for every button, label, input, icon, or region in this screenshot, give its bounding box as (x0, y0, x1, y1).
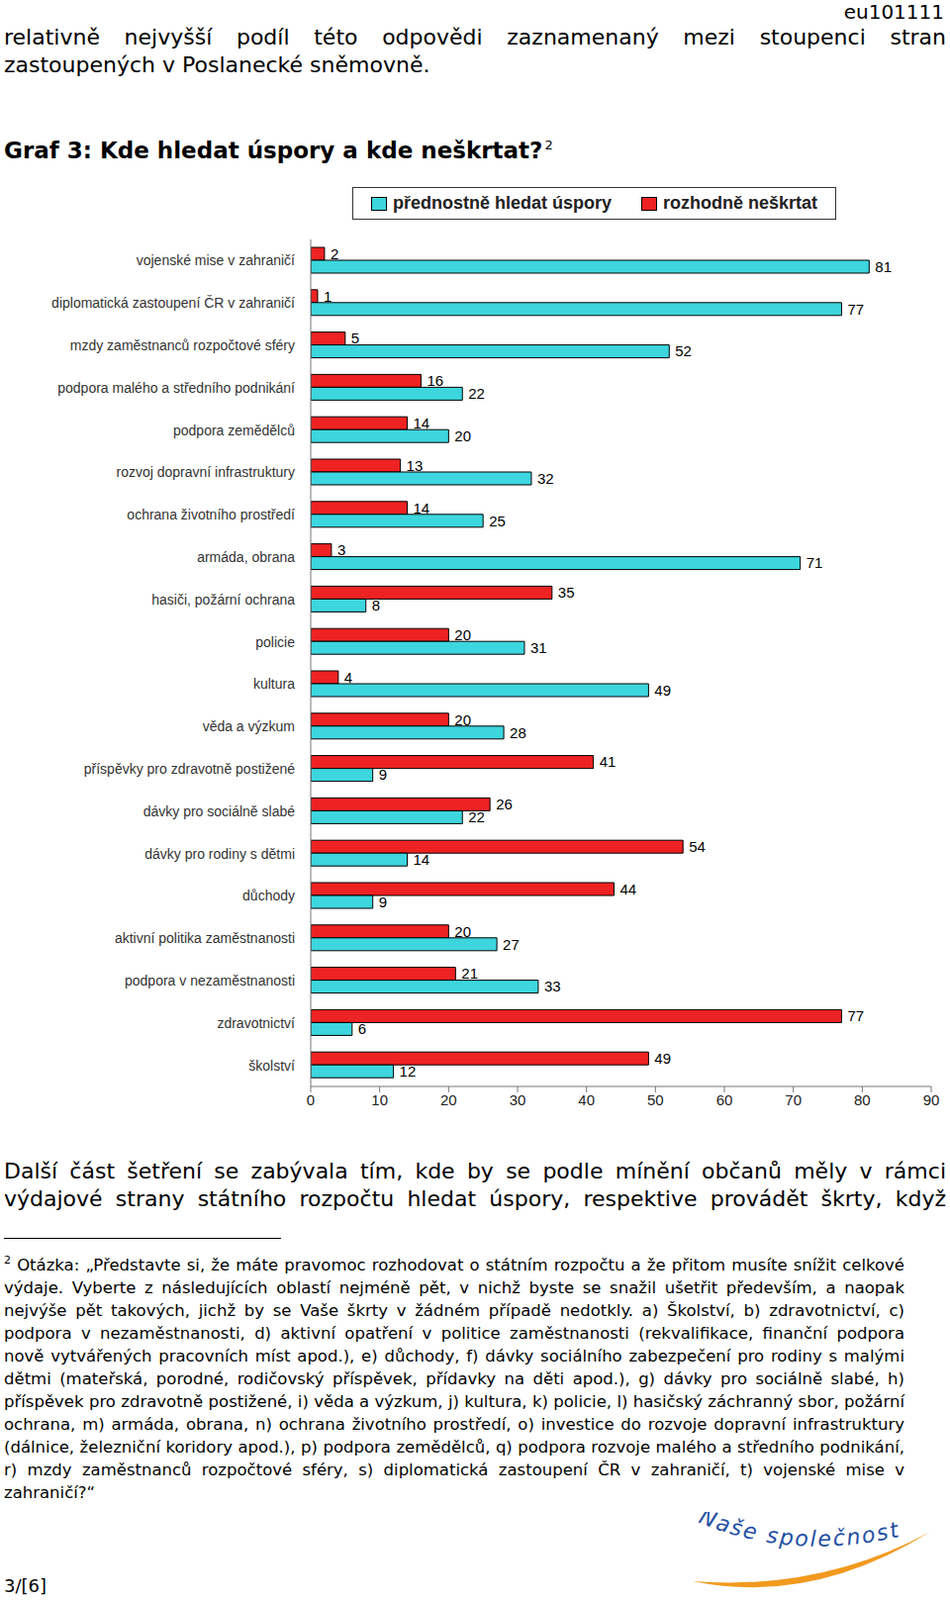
svg-text:28: 28 (509, 724, 527, 742)
html-text:2 Otázka: „Představte si, že m: 2 Otázka: „Představte si, že máte pravom… (3, 1253, 905, 1502)
svg-text:77: 77 (847, 300, 864, 318)
svg-text:49: 49 (654, 1049, 671, 1067)
svg-text:80: 80 (854, 1091, 871, 1109)
svg-text:27: 27 (502, 936, 520, 953)
svg-text:důchody: důchody (242, 887, 295, 904)
svg-text:26: 26 (495, 795, 513, 813)
svg-text:16: 16 (426, 372, 444, 389)
svg-text:32: 32 (537, 470, 555, 487)
svg-text:20: 20 (454, 427, 472, 445)
svg-text:ochrana životního prostředí: ochrana životního prostředí (126, 506, 295, 523)
svg-text:1: 1 (323, 287, 332, 305)
svg-text:33: 33 (544, 977, 562, 995)
svg-text:54: 54 (688, 838, 706, 855)
svg-text:71: 71 (806, 554, 824, 571)
svg-text:31: 31 (530, 639, 548, 657)
svg-text:věda a výzkum: věda a výzkum (202, 718, 295, 735)
html-text:rozhodně neškrtat: rozhodně neškrtat (663, 192, 818, 213)
svg-text:77: 77 (847, 1007, 864, 1025)
svg-text:podpora v nezaměstnanosti: podpora v nezaměstnanosti (124, 972, 295, 989)
svg-text:příspěvky pro zdravotně postiž: příspěvky pro zdravotně postižené (84, 760, 295, 777)
svg-text:9: 9 (379, 765, 387, 783)
html-text:Další část šetření se zabývala: Další část šetření se zabývala tím, kde … (3, 1158, 947, 1212)
svg-text:40: 40 (577, 1091, 595, 1109)
svg-text:22: 22 (468, 384, 485, 402)
svg-text:50: 50 (647, 1091, 665, 1109)
svg-text:12: 12 (399, 1062, 417, 1080)
svg-text:20: 20 (454, 626, 472, 644)
svg-text:9: 9 (379, 893, 387, 911)
svg-text:52: 52 (674, 342, 692, 360)
svg-text:20: 20 (454, 711, 472, 729)
svg-text:14: 14 (413, 851, 431, 868)
svg-text:aktivní politika zaměstnanosti: aktivní politika zaměstnanosti (114, 930, 295, 947)
svg-text:90: 90 (923, 1091, 941, 1109)
svg-text:hasiči, požární ochrana: hasiči, požární ochrana (151, 591, 295, 608)
html-text:Graf 3: Kde hledat úspory a kd: Graf 3: Kde hledat úspory a kde neškrtat… (3, 137, 553, 163)
svg-text:21: 21 (461, 964, 478, 982)
html-text:eu101111: eu101111 (843, 0, 945, 24)
html-text:přednostně hledat úspory: přednostně hledat úspory (392, 192, 612, 213)
svg-text:školství: školství (248, 1057, 295, 1074)
svg-text:diplomatická zastoupení ČR v z: diplomatická zastoupení ČR v zahraničí (51, 294, 295, 311)
svg-text:81: 81 (874, 258, 892, 276)
svg-text:30: 30 (509, 1091, 527, 1109)
svg-text:Naše společnost: Naše společnost (695, 1512, 903, 1552)
html-text:relativně nejvyšší podíl této: relativně nejvyšší podíl této odpovědi z… (3, 24, 947, 78)
svg-text:armáda, obrana: armáda, obrana (196, 549, 295, 566)
svg-text:13: 13 (406, 457, 424, 475)
svg-text:vojenské mise v zahraničí: vojenské mise v zahraničí (136, 252, 295, 269)
svg-text:4: 4 (344, 668, 353, 686)
svg-text:20: 20 (440, 1091, 458, 1109)
svg-text:kultura: kultura (253, 675, 295, 692)
svg-text:5: 5 (351, 329, 360, 347)
svg-text:0: 0 (306, 1091, 315, 1109)
svg-text:35: 35 (558, 583, 575, 601)
svg-text:rozvoj dopravní infrastruktury: rozvoj dopravní infrastruktury (115, 464, 295, 480)
svg-text:dávky pro rodiny s dětmi: dávky pro rodiny s dětmi (144, 846, 295, 862)
svg-text:44: 44 (620, 880, 638, 898)
svg-text:60: 60 (716, 1091, 734, 1109)
svg-text:8: 8 (372, 596, 380, 614)
svg-text:3: 3 (337, 541, 346, 559)
svg-text:dávky pro sociálně slabé: dávky pro sociálně slabé (143, 803, 296, 820)
svg-text:2: 2 (330, 245, 339, 263)
svg-text:podpora malého a středního pod: podpora malého a středního podnikání (57, 380, 295, 396)
svg-text:49: 49 (654, 681, 671, 699)
svg-text:zdravotnictví: zdravotnictví (216, 1015, 295, 1032)
svg-text:41: 41 (599, 753, 617, 770)
svg-text:22: 22 (468, 808, 485, 826)
svg-text:podpora zemědělců: podpora zemědělců (173, 422, 295, 439)
svg-text:mzdy zaměstnanců rozpočtové sf: mzdy zaměstnanců rozpočtové sféry (70, 337, 295, 354)
svg-text:25: 25 (488, 512, 506, 530)
svg-text:6: 6 (358, 1020, 367, 1038)
svg-text:policie: policie (255, 634, 295, 651)
svg-text:70: 70 (784, 1091, 802, 1109)
svg-text:20: 20 (454, 923, 472, 941)
svg-text:14: 14 (413, 499, 431, 517)
html-text:3/[6]: 3/[6] (3, 1575, 47, 1597)
svg-text:14: 14 (413, 414, 431, 432)
svg-text:10: 10 (371, 1091, 388, 1109)
